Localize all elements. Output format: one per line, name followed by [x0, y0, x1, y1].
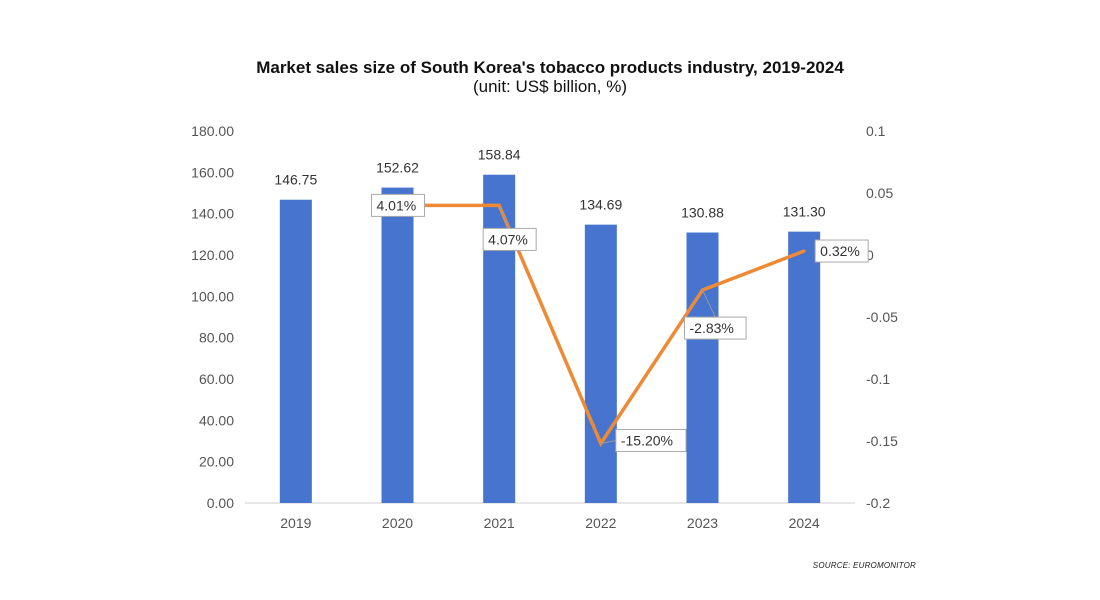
x-tick-label: 2021	[484, 515, 515, 531]
y-left-tick-label: 20.00	[199, 454, 234, 470]
y-right-tick-label: -0.15	[866, 433, 898, 449]
y-right-tick-label: 0.1	[866, 123, 886, 139]
y-left-tick-label: 140.00	[191, 206, 234, 222]
y-right-tick-label: -0.1	[866, 371, 890, 387]
bar	[483, 174, 516, 504]
line-label-box	[615, 428, 687, 452]
chart-title: Market sales size of South Korea's tobac…	[256, 58, 844, 77]
source-note: SOURCE: EUROMONITOR	[812, 561, 916, 570]
y-left-tick-label: 100.00	[191, 288, 234, 304]
label-leader-line	[498, 205, 511, 229]
line-value-label: -2.83%	[690, 320, 734, 336]
x-tick-label: 2023	[687, 515, 718, 531]
y-right-tick-label: -0.2	[866, 495, 890, 511]
bar-value-label: 134.69	[579, 197, 622, 213]
line-value-label: 0.32%	[820, 243, 860, 259]
line-label-box	[684, 316, 747, 340]
chart-subtitle: (unit: US$ billion, %)	[472, 77, 627, 96]
line-label-box	[814, 239, 869, 263]
line-point	[802, 249, 806, 253]
x-tick-label: 2019	[280, 515, 311, 531]
line-label-box	[371, 193, 425, 217]
line-value-label: 4.01%	[377, 197, 417, 213]
y-right-tick-label: 0.05	[866, 185, 893, 201]
bar	[584, 224, 617, 503]
bar-value-label: 158.84	[478, 147, 521, 163]
y-left-tick-label: 60.00	[199, 371, 234, 387]
bar	[279, 199, 312, 503]
bar-value-label: 131.30	[783, 204, 826, 220]
bar	[381, 187, 414, 503]
bar-value-label: 130.88	[681, 205, 724, 221]
y-left-tick-label: 180.00	[191, 123, 234, 139]
label-leader-line	[702, 289, 716, 318]
bar	[788, 231, 821, 503]
line-label-box	[482, 227, 537, 251]
y-left-tick-label: 40.00	[199, 412, 234, 428]
x-tick-label: 2024	[789, 515, 820, 531]
y-right-tick-label: 0	[866, 247, 874, 263]
y-right-tick-label: -0.05	[866, 309, 898, 325]
bar-value-label: 146.75	[274, 172, 317, 188]
line-value-label: 4.07%	[488, 231, 528, 247]
y-left-tick-label: 160.00	[191, 164, 234, 180]
line-value-label: -15.20%	[621, 432, 673, 448]
x-tick-label: 2020	[382, 515, 413, 531]
bar-value-label: 152.62	[376, 160, 419, 176]
bar	[686, 232, 719, 504]
x-tick-label: 2022	[585, 515, 616, 531]
label-leader-line	[600, 439, 616, 444]
y-left-tick-label: 0.00	[207, 495, 234, 511]
y-left-tick-label: 120.00	[191, 247, 234, 263]
y-left-tick-label: 80.00	[199, 330, 234, 346]
